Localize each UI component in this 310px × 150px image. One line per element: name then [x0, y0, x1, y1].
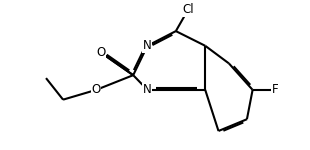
Text: O: O	[92, 83, 101, 96]
Text: N: N	[143, 83, 152, 96]
Text: N: N	[143, 39, 152, 52]
Text: F: F	[272, 83, 279, 96]
Text: Cl: Cl	[182, 3, 194, 16]
Text: O: O	[96, 46, 106, 59]
